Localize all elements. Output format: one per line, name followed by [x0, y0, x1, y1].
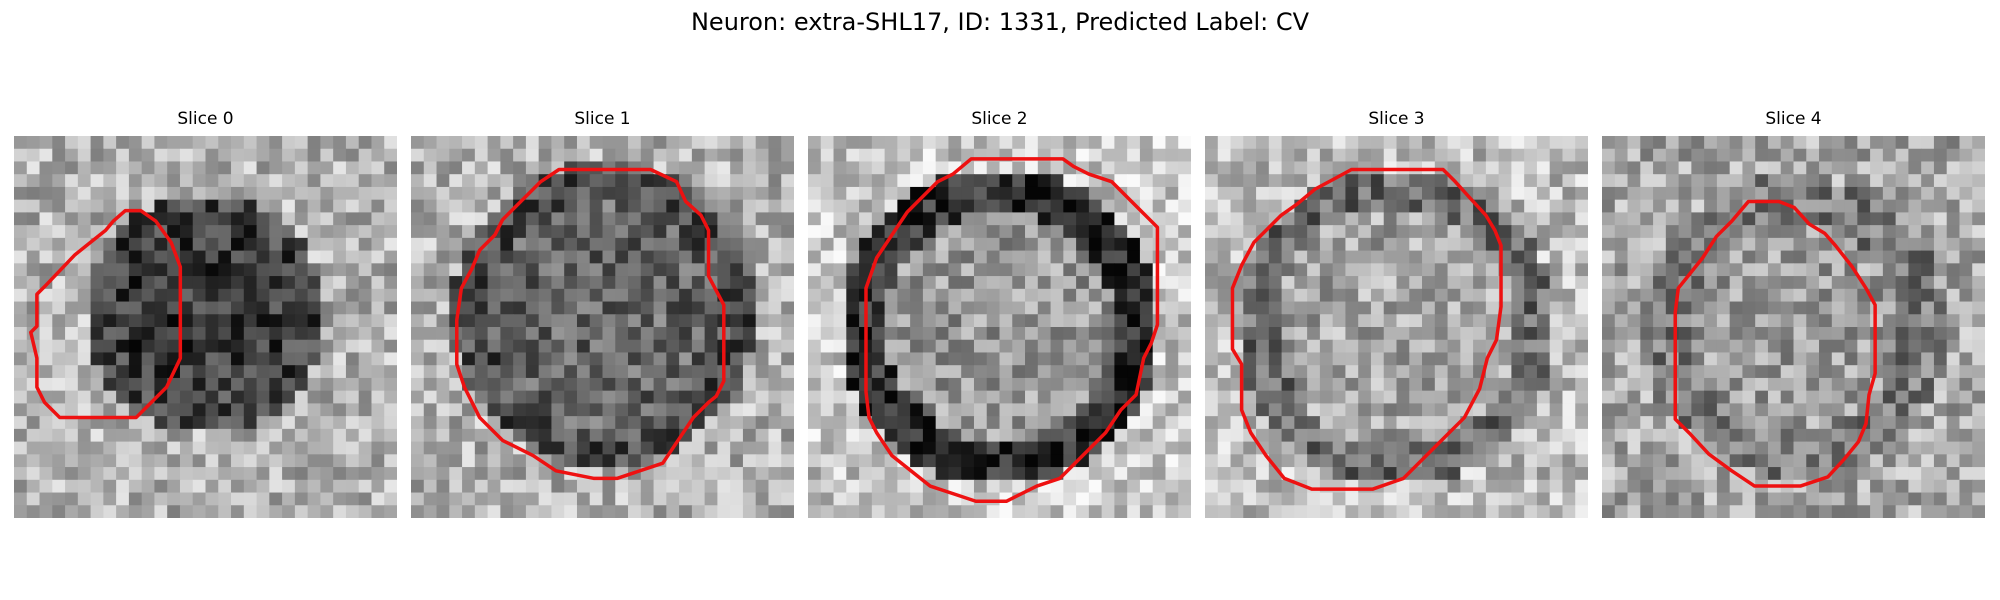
slice-image	[411, 136, 794, 518]
slice-image	[1205, 136, 1588, 518]
grayscale-texture	[14, 136, 397, 518]
grayscale-texture	[1205, 136, 1588, 518]
slice-title: Slice 2	[971, 109, 1028, 129]
grayscale-texture	[411, 136, 794, 518]
grayscale-texture	[1602, 136, 1985, 518]
slice-title: Slice 4	[1765, 109, 1822, 129]
slice-image	[14, 136, 397, 518]
segmentation-contour	[1673, 199, 1877, 488]
slice-title: Slice 0	[177, 109, 234, 129]
slice-panel-4: Slice 4	[1602, 108, 1985, 518]
figure-title: Neuron: extra-SHL17, ID: 1331, Predicted…	[690, 8, 1310, 36]
slice-image	[1602, 136, 1985, 518]
segmentation-contour	[29, 208, 183, 420]
slice-panel-1: Slice 1	[411, 108, 794, 518]
slice-title: Slice 1	[574, 109, 631, 129]
grayscale-texture	[808, 136, 1191, 518]
segmentation-contour	[1230, 167, 1503, 491]
slice-image	[808, 136, 1191, 518]
slice-panel-2: Slice 2	[808, 108, 1191, 518]
segmentation-contour	[864, 157, 1160, 504]
slice-title: Slice 3	[1368, 109, 1425, 129]
slice-panel-3: Slice 3	[1205, 108, 1588, 518]
slice-panel-0: Slice 0	[14, 108, 397, 518]
segmentation-contour	[455, 167, 726, 481]
